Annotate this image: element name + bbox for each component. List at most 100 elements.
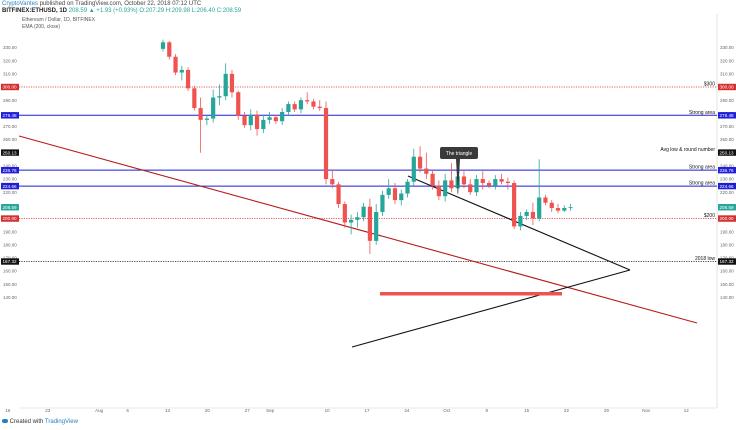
x-tick-label: 29 [604,408,610,413]
y-tick-label: 330.00 [720,45,734,50]
x-tick-label: 6 [126,408,129,413]
tradingview-logo-icon [2,419,8,424]
x-tick-label: 15 [524,408,530,413]
candle-up [211,97,216,119]
price-tag-right [718,215,736,222]
candle-down [505,181,510,184]
candle-down [468,184,473,193]
candle-up [179,69,184,73]
level-annotation: Strong area [689,110,715,116]
candle-down [424,168,429,174]
y-tick-label: 270.00 [720,124,734,129]
candle-down [242,115,247,126]
candle-down [392,188,398,201]
x-tick-label: 17 [364,408,370,413]
price-tag-left-text: 200.00 [3,216,17,221]
ohlc-values: 208.59 ▲ +1.93 (+0.93%) O:207.29 H:209.9… [68,8,242,14]
tradingview-link[interactable]: TradingView [44,419,78,425]
y-tick-label: 290.00 [720,98,734,103]
author-link[interactable]: CryptoVantes [2,1,38,7]
symbol-label: BITFINEX:ETHUSD, 1D [2,8,68,14]
price-tag-left [1,112,19,119]
y-tick-label-left: 180.00 [3,242,17,247]
price-tag-right [718,258,736,265]
level-annotation: $300 [704,82,715,88]
level-annotation: 2018 low [695,256,715,262]
candle-up [443,180,448,197]
candle-up [405,181,410,194]
candles-group [160,39,573,255]
candle-down [499,179,504,182]
callout-box [440,147,478,159]
y-tick-label-left: 320.00 [3,58,17,63]
candle-down [185,69,191,89]
price-tag-right-text: 200.00 [720,216,734,221]
candle-down [167,42,172,57]
x-tick-label: 27 [245,408,251,413]
candle-up [493,179,498,186]
y-tick-label-left: 170.00 [3,256,17,261]
support-zone-bar [380,292,562,296]
y-tick-label: 170.00 [720,256,734,261]
y-tick-label: 320.00 [720,58,734,63]
candle-up [248,114,253,126]
y-tick-label: 140.00 [720,295,734,300]
x-tick-label: 8 [485,408,488,413]
ema-legend: EMA (200, close) [22,24,61,30]
price-tag-left [1,149,19,156]
candle-down [198,108,203,120]
y-tick-label-left: 290.00 [3,98,17,103]
candle-up [267,117,272,120]
y-tick-label: 260.00 [720,137,734,142]
candle-down [229,73,235,93]
candle-up [524,211,529,216]
candle-down [336,184,341,205]
candle-up [518,215,523,227]
price-tag-left [1,215,19,222]
price-tag-right-text: 300.00 [720,85,734,90]
x-tick-label: Oct [443,408,451,413]
y-tick-label: 180.00 [720,242,734,247]
level-annotation: $200 [704,213,715,219]
price-tag-left [1,204,19,211]
x-tick-label: 24 [404,408,410,413]
descending-trendline [18,135,698,324]
candle-down [305,100,310,102]
y-tick-label-left: 330.00 [3,45,17,50]
candle-up [223,73,228,97]
candle-down [192,88,197,109]
x-tick-label: 16 [5,408,11,413]
x-tick-label: 12 [684,408,690,413]
y-tick-label-left: 220.00 [3,190,17,195]
level-annotation: Strong area [689,181,715,187]
candle-up [298,100,304,110]
candle-down [254,114,260,130]
price-tag-left-text: 208.59 [3,205,17,210]
candle-down [512,183,517,227]
price-tag-right [718,204,736,211]
candle-up [374,211,379,241]
y-tick-label: 310.00 [720,71,734,76]
y-tick-label-left: 140.00 [3,295,17,300]
candle-up [411,156,416,182]
x-tick-label: 10 [325,408,331,413]
x-tick-label: Nov [642,408,651,413]
pair-legend: Ethereum / Dollar, 1D, BITFINEX [22,17,96,23]
candle-down [273,117,278,122]
x-tick-label: 23 [45,408,51,413]
candle-down [543,197,548,203]
y-tick-label-left: 230.00 [3,177,17,182]
x-tick-label: 13 [165,408,171,413]
x-tick-label: Sep [266,408,275,413]
candle-down [549,202,554,209]
candle-down [236,92,241,116]
y-tick-label: 190.00 [720,229,734,234]
candle-down [436,185,441,197]
level-annotation: Avg low & round number [660,147,715,153]
candle-down [449,180,454,189]
candle-down [555,208,561,211]
price-tag-left [1,182,19,190]
candle-down [292,104,297,110]
footer: Created with TradingView [2,419,78,425]
